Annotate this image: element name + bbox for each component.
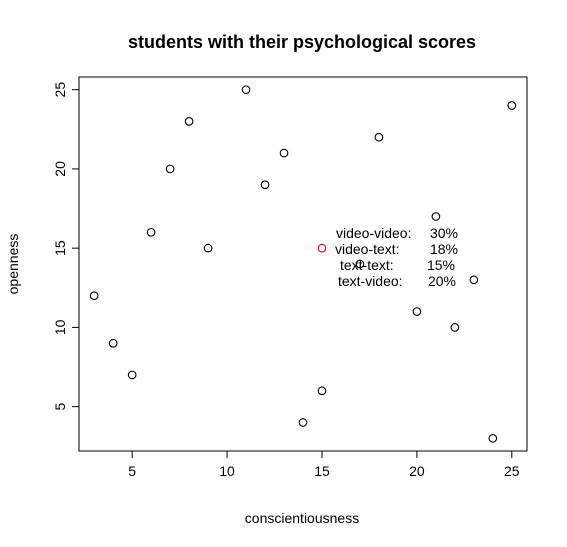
data-point — [488, 433, 498, 443]
data-point — [184, 117, 194, 126]
data-point — [89, 291, 99, 301]
x-tick-label: 25 — [504, 463, 520, 479]
x-tick-label: 15 — [314, 463, 330, 479]
y-tick-label: 15 — [52, 240, 68, 256]
chart-title: students with their psychological scores — [128, 32, 476, 52]
annotation-value: 20% — [428, 273, 456, 289]
data-point — [298, 418, 308, 427]
data-point — [165, 164, 175, 174]
data-point — [355, 259, 365, 269]
data-points — [89, 85, 517, 443]
data-point — [412, 307, 422, 316]
data-point — [374, 132, 384, 142]
annotation-label: video-text: — [335, 241, 400, 257]
data-point — [146, 227, 156, 237]
data-point — [317, 243, 327, 253]
x-tick-label: 20 — [409, 463, 425, 479]
annotation-value: 30% — [430, 225, 458, 241]
x-axis-label: conscientiousness — [245, 510, 359, 526]
y-axis: 5 10 15 20 25 — [52, 82, 80, 411]
data-point — [203, 243, 213, 253]
annotation-label: text-video: — [338, 273, 403, 289]
y-tick-label: 5 — [52, 403, 68, 411]
annotation-label: text-text: — [340, 257, 394, 273]
annotation: video-video: 30% video-text: 18% text-text: 1… — [335, 225, 458, 289]
x-axis: 5 10 15 20 25 — [128, 450, 520, 479]
x-tick-label: 5 — [128, 463, 136, 479]
x-tick-label: 10 — [219, 463, 235, 479]
data-point — [127, 370, 137, 380]
annotation-label: video-video: — [336, 225, 412, 241]
data-point — [431, 212, 441, 221]
data-point — [279, 148, 289, 158]
data-point — [241, 85, 251, 95]
data-point — [507, 101, 517, 110]
annotation-value: 15% — [427, 257, 455, 273]
data-point — [260, 180, 270, 190]
y-tick-label: 25 — [52, 82, 68, 98]
data-point — [450, 323, 460, 332]
y-tick-label: 10 — [52, 319, 68, 335]
y-tick-label: 20 — [52, 161, 68, 177]
data-point — [469, 275, 479, 285]
y-axis-label: openness — [5, 234, 21, 295]
plot-frame — [78, 76, 528, 452]
annotation-value: 18% — [430, 241, 458, 257]
data-point — [317, 386, 327, 396]
data-point — [108, 338, 118, 348]
